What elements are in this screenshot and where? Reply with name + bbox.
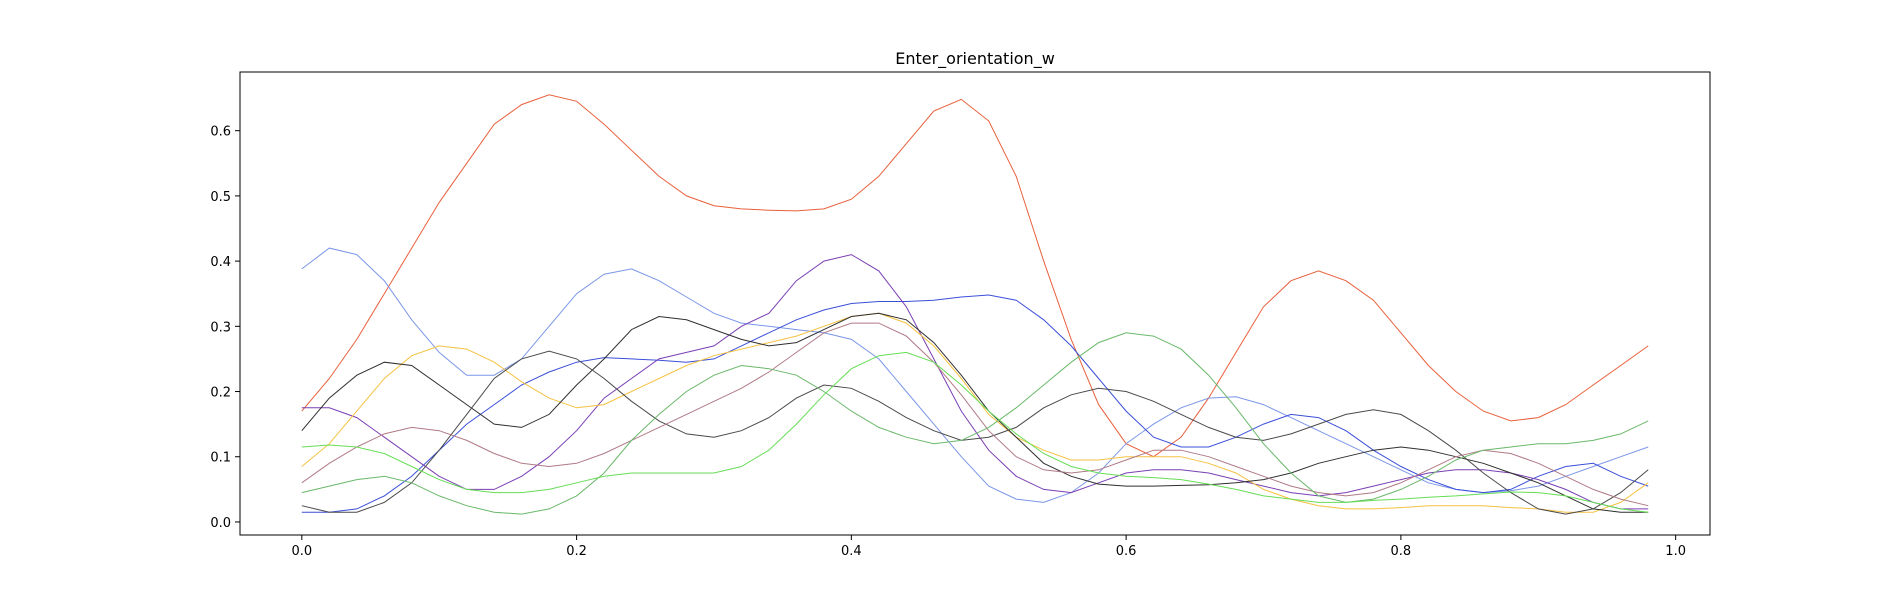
series-line-2 [301, 247, 1649, 503]
y-tick-label: 0.0 [210, 516, 231, 531]
plot-frame [239, 71, 1711, 536]
x-tick-label: 0.6 [1116, 544, 1137, 559]
chart-title: Enter_orientation_w [895, 49, 1055, 69]
series-line-3 [301, 294, 1649, 513]
y-tick-label: 0.2 [210, 386, 231, 401]
y-tick-label: 0.3 [210, 320, 231, 335]
x-tick-label: 0.0 [291, 544, 312, 559]
series-line-7 [301, 350, 1649, 515]
x-tick-label: 1.0 [1665, 544, 1686, 559]
series-line-4 [301, 254, 1649, 510]
series-line-9 [301, 332, 1649, 515]
axes-layer: 0.0 0.2 0.4 0.6 0.8 1.0 0.0 0.1 0.2 0.3 0.4 0.5 0.6 [210, 125, 1686, 559]
series-line-5 [301, 312, 1649, 513]
series-layer [301, 94, 1649, 515]
x-tick-label: 0.4 [841, 544, 862, 559]
y-tick-label: 0.1 [210, 451, 231, 466]
y-tick-label: 0.4 [210, 255, 231, 270]
x-tick-label: 0.8 [1391, 544, 1412, 559]
x-tick-label: 0.2 [566, 544, 587, 559]
y-tick-label: 0.6 [210, 125, 231, 140]
series-line-1 [301, 94, 1649, 458]
series-line-6 [301, 312, 1649, 513]
series-line-8 [301, 322, 1649, 507]
y-tick-label: 0.5 [210, 190, 231, 205]
series-line-10 [301, 351, 1649, 513]
